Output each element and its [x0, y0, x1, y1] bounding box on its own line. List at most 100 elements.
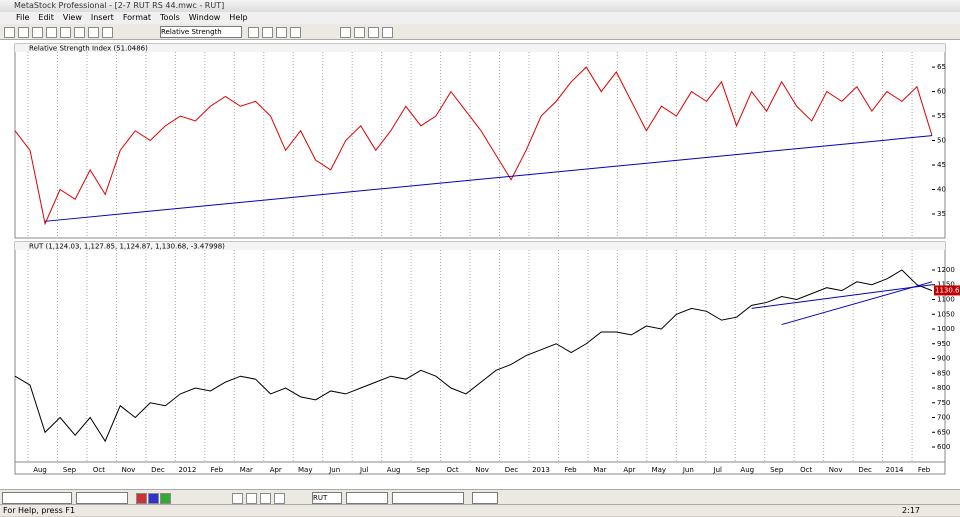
y-tick-label: 50 — [937, 137, 946, 145]
menu-item[interactable]: Window — [188, 13, 221, 22]
tool-button[interactable] — [382, 27, 393, 38]
tool-button[interactable] — [4, 27, 15, 38]
menu-item[interactable]: Tools — [160, 13, 180, 22]
panel-header — [15, 242, 945, 250]
x-tick-label: May — [298, 466, 312, 474]
status-bar: For Help, press F1 2:17 — [0, 504, 960, 516]
x-tick-label: Nov — [829, 466, 843, 474]
color-button[interactable] — [160, 493, 171, 504]
tool-button[interactable] — [246, 493, 257, 504]
bottom-toolbar: RUT — [0, 489, 960, 504]
x-tick-label: Nov — [475, 466, 489, 474]
menu-item[interactable]: Insert — [90, 13, 114, 22]
tool-button[interactable] — [290, 27, 301, 38]
y-tick-label: 1050 — [937, 310, 955, 318]
combo[interactable] — [472, 492, 498, 504]
panel-title: Relative Strength Index (51.0486) — [29, 45, 148, 53]
y-tick-label: 45 — [937, 161, 946, 169]
tool-button[interactable] — [60, 27, 71, 38]
x-tick-label: Aug — [33, 466, 47, 474]
combo[interactable] — [392, 492, 464, 504]
tool-button[interactable] — [74, 27, 85, 38]
tool-button[interactable] — [340, 27, 351, 38]
tool-button[interactable] — [260, 493, 271, 504]
x-tick-label: Mar — [593, 466, 606, 474]
y-tick-label: 750 — [937, 399, 950, 407]
tool-button[interactable] — [354, 27, 365, 38]
clock: 2:17 — [902, 506, 920, 515]
indicator-combo[interactable]: Relative Strength Index — [160, 26, 242, 38]
x-tick-label: Oct — [93, 466, 105, 474]
menu-item[interactable]: View — [62, 13, 82, 22]
x-tick-label: Aug — [387, 466, 401, 474]
y-tick-label: 1200 — [937, 266, 955, 274]
x-tick-label: Jul — [713, 466, 723, 474]
y-tick-label: 35 — [937, 210, 946, 218]
x-tick-label: Mar — [240, 466, 253, 474]
y-tick-label: 1000 — [937, 325, 955, 333]
x-tick-label: Nov — [122, 466, 136, 474]
x-tick-label: Oct — [800, 466, 812, 474]
x-tick-label: Feb — [211, 466, 224, 474]
x-axis-strip — [14, 461, 946, 475]
tool-button[interactable] — [248, 27, 259, 38]
y-tick-label: 1100 — [937, 296, 955, 304]
x-tick-label: Sep — [417, 466, 431, 474]
combo-text: Relative Strength Index — [161, 28, 222, 36]
panel-header — [15, 44, 945, 52]
symbol-combo[interactable]: RUT — [312, 492, 342, 504]
combo[interactable] — [346, 492, 388, 504]
x-tick-label: Apr — [270, 466, 282, 474]
x-tick-label: Apr — [623, 466, 635, 474]
tool-button[interactable] — [262, 27, 273, 38]
status-text: For Help, press F1 — [3, 506, 76, 515]
tool-button[interactable] — [32, 27, 43, 38]
x-tick-label: 2013 — [532, 466, 550, 474]
last-price-box — [934, 285, 960, 296]
tool-button[interactable] — [368, 27, 379, 38]
x-tick-label: Sep — [63, 466, 77, 474]
x-tick-label: Feb — [918, 466, 931, 474]
y-tick-label: 40 — [937, 185, 946, 193]
line-series — [14, 66, 933, 226]
x-tick-label: 2012 — [178, 466, 196, 474]
trend-line — [751, 284, 933, 309]
color-button[interactable] — [136, 493, 147, 504]
tool-button[interactable] — [276, 27, 287, 38]
x-tick-label: Dec — [505, 466, 519, 474]
window-title: MetaStock Professional - [2-7 RUT RS 44.… — [14, 1, 225, 10]
y-tick-label: 950 — [937, 340, 950, 348]
trend-line — [781, 281, 933, 326]
menu-item[interactable]: Help — [229, 13, 248, 22]
last-price-label: 1130.68 — [935, 286, 960, 294]
y-tick-label: 65 — [937, 63, 946, 71]
chart-background — [0, 40, 960, 489]
tool-button[interactable] — [88, 27, 99, 38]
x-tick-label: May — [652, 466, 666, 474]
tool-button[interactable] — [232, 493, 243, 504]
tool-button[interactable] — [18, 27, 29, 38]
y-tick-label: 850 — [937, 369, 950, 377]
x-tick-label: Aug — [740, 466, 754, 474]
y-tick-label: 650 — [937, 428, 950, 436]
title-bar: MetaStock Professional - [2-7 RUT RS 44.… — [0, 0, 960, 12]
x-tick-label: Feb — [564, 466, 577, 474]
tool-button[interactable] — [102, 27, 113, 38]
y-tick-label: 60 — [937, 88, 946, 96]
menu-item[interactable]: Format — [122, 13, 152, 22]
tool-button[interactable] — [274, 493, 285, 504]
x-tick-label: Dec — [151, 466, 165, 474]
combo[interactable] — [76, 492, 128, 504]
tool-button[interactable] — [46, 27, 57, 38]
combo[interactable] — [2, 492, 72, 504]
menu-item[interactable]: File — [16, 13, 30, 22]
color-button[interactable] — [148, 493, 159, 504]
x-tick-label: Jun — [328, 466, 340, 474]
menu-item[interactable]: Edit — [38, 13, 54, 22]
x-tick-label: Dec — [858, 466, 872, 474]
menu-bar: File Edit View Insert Format Tools Window Help — [0, 12, 960, 24]
y-tick-label: 800 — [937, 384, 950, 392]
line-series — [14, 269, 933, 443]
panel-title: RUT (1,124.03, 1,127.85, 1,124.87, 1,130… — [29, 243, 225, 251]
